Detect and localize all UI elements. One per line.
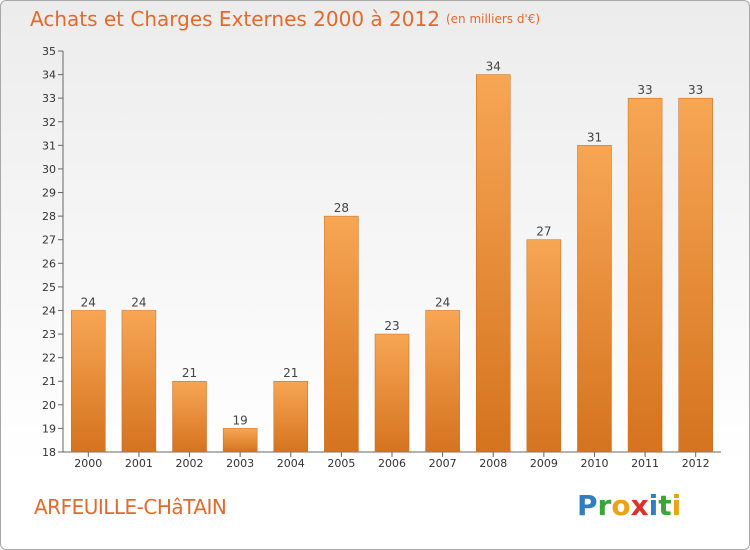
y-tick-label: 19 (42, 422, 56, 435)
x-tick-label: 2010 (580, 457, 608, 470)
y-tick-label: 20 (42, 399, 56, 412)
bar-value-label: 34 (486, 60, 501, 74)
y-tick-label: 33 (42, 92, 56, 105)
bar (425, 310, 460, 453)
x-tick-label: 2007 (429, 457, 457, 470)
x-tick-label: 2000 (74, 457, 102, 470)
y-tick-label: 35 (42, 45, 56, 58)
y-tick-label: 31 (42, 139, 56, 152)
x-tick-label: 2004 (277, 457, 305, 470)
logo-letter: o (611, 489, 631, 522)
x-tick-label: 2009 (530, 457, 558, 470)
bar-value-label: 23 (384, 319, 399, 333)
bar (374, 333, 410, 453)
bar-value-label: 27 (536, 225, 551, 239)
bar (273, 380, 309, 453)
proxiti-logo: Proxiti (577, 489, 681, 522)
bar-value-label: 33 (688, 83, 703, 97)
x-tick-label: 2012 (682, 457, 710, 470)
x-tick-label: 2001 (125, 457, 153, 470)
y-tick-label: 34 (42, 69, 56, 82)
y-tick-label: 28 (42, 210, 56, 223)
bar (222, 428, 258, 453)
logo-letter: P (577, 489, 598, 522)
bar-value-label: 19 (233, 413, 248, 427)
logo-letter: i (671, 489, 682, 522)
logo-letter: r (597, 489, 612, 522)
logo-letter: t (658, 489, 672, 522)
y-tick-label: 30 (42, 163, 56, 176)
x-tick-label: 2006 (378, 457, 406, 470)
bar (324, 215, 359, 453)
y-tick-label: 26 (42, 257, 56, 270)
y-tick-label: 29 (42, 187, 56, 200)
bar-value-label: 24 (435, 295, 450, 309)
bar-value-label: 33 (637, 83, 652, 97)
y-tick-label: 18 (42, 446, 56, 459)
bar (627, 97, 663, 453)
y-tick-label: 22 (42, 352, 56, 365)
bar (172, 380, 207, 453)
bar-value-label: 24 (131, 295, 146, 309)
y-tick-label: 32 (42, 116, 56, 129)
bar (678, 97, 713, 453)
logo-letter: x (630, 489, 649, 522)
bar (121, 310, 157, 453)
y-tick-label: 25 (42, 281, 56, 294)
y-tick-label: 23 (42, 328, 56, 341)
x-tick-label: 2003 (226, 457, 254, 470)
bar-value-label: 24 (81, 295, 96, 309)
y-tick-label: 21 (42, 375, 56, 388)
x-tick-label: 2011 (631, 457, 659, 470)
bar-value-label: 21 (182, 366, 197, 380)
bar (475, 74, 511, 453)
x-tick-label: 2002 (176, 457, 204, 470)
bar (526, 239, 562, 453)
bar-value-label: 28 (334, 201, 349, 215)
bar (71, 310, 106, 453)
x-tick-label: 2008 (479, 457, 507, 470)
y-tick-label: 27 (42, 234, 56, 247)
chart-title-text: Achats et Charges Externes 2000 à 2012 (30, 7, 440, 31)
chart-unit: (en milliers d'€) (445, 12, 541, 26)
bar (577, 145, 612, 453)
y-tick-label: 24 (42, 304, 56, 317)
commune-name: ARFEUILLE-CHâTAIN (34, 495, 227, 519)
bar-value-label: 21 (283, 366, 298, 380)
bar-value-label: 31 (587, 130, 602, 144)
logo-letter: i (648, 489, 659, 522)
chart-title: Achats et Charges Externes 2000 à 2012 (e… (30, 7, 540, 31)
x-tick-label: 2005 (327, 457, 355, 470)
